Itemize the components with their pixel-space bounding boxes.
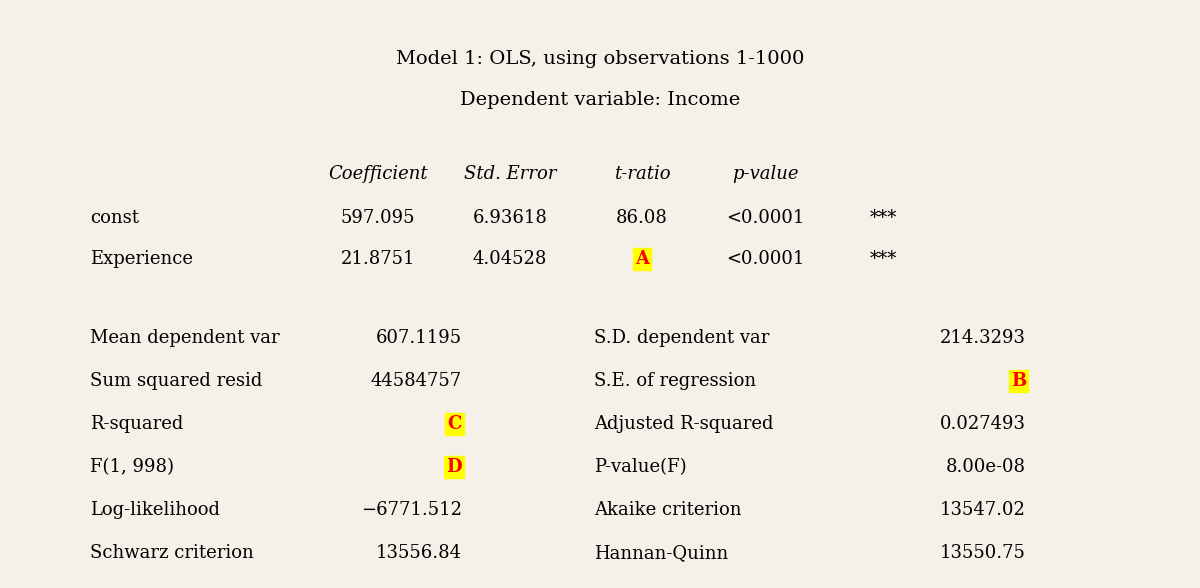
Text: 86.08: 86.08 — [616, 209, 668, 227]
Text: −6771.512: −6771.512 — [361, 501, 462, 519]
Text: Coefficient: Coefficient — [328, 165, 428, 183]
Text: C: C — [448, 415, 462, 433]
Text: 13556.84: 13556.84 — [376, 544, 462, 562]
Text: B: B — [1010, 372, 1026, 390]
Text: S.E. of regression: S.E. of regression — [594, 372, 756, 390]
Text: 597.095: 597.095 — [341, 209, 415, 227]
Text: Dependent variable: Income: Dependent variable: Income — [460, 91, 740, 109]
Text: 6.93618: 6.93618 — [473, 209, 547, 227]
Text: A: A — [635, 250, 649, 268]
Text: p-value: p-value — [732, 165, 799, 183]
Text: 44584757: 44584757 — [371, 372, 462, 390]
Text: F(1, 998): F(1, 998) — [90, 458, 174, 476]
Text: Experience: Experience — [90, 250, 193, 268]
Text: 13547.02: 13547.02 — [940, 501, 1026, 519]
Text: 8.00e-08: 8.00e-08 — [946, 458, 1026, 476]
Text: Hannan-Quinn: Hannan-Quinn — [594, 544, 728, 562]
Text: Model 1: OLS, using observations 1-1000: Model 1: OLS, using observations 1-1000 — [396, 50, 804, 68]
Text: 0.027493: 0.027493 — [940, 415, 1026, 433]
Text: Sum squared resid: Sum squared resid — [90, 372, 263, 390]
Text: ***: *** — [870, 209, 898, 227]
Text: 13550.75: 13550.75 — [940, 544, 1026, 562]
Text: R-squared: R-squared — [90, 415, 184, 433]
Text: const: const — [90, 209, 139, 227]
Text: t-ratio: t-ratio — [613, 165, 671, 183]
Text: Schwarz criterion: Schwarz criterion — [90, 544, 253, 562]
Text: Std. Error: Std. Error — [463, 165, 557, 183]
Text: ***: *** — [870, 250, 898, 268]
Text: Log-likelihood: Log-likelihood — [90, 501, 220, 519]
Text: Mean dependent var: Mean dependent var — [90, 329, 280, 348]
Text: <0.0001: <0.0001 — [726, 250, 805, 268]
Text: S.D. dependent var: S.D. dependent var — [594, 329, 769, 348]
Text: Akaike criterion: Akaike criterion — [594, 501, 742, 519]
Text: 607.1195: 607.1195 — [376, 329, 462, 348]
Text: 21.8751: 21.8751 — [341, 250, 415, 268]
Text: Adjusted R-squared: Adjusted R-squared — [594, 415, 774, 433]
Text: D: D — [446, 458, 462, 476]
Text: P-value(F): P-value(F) — [594, 458, 686, 476]
Text: <0.0001: <0.0001 — [726, 209, 805, 227]
Text: 4.04528: 4.04528 — [473, 250, 547, 268]
Text: 214.3293: 214.3293 — [940, 329, 1026, 348]
